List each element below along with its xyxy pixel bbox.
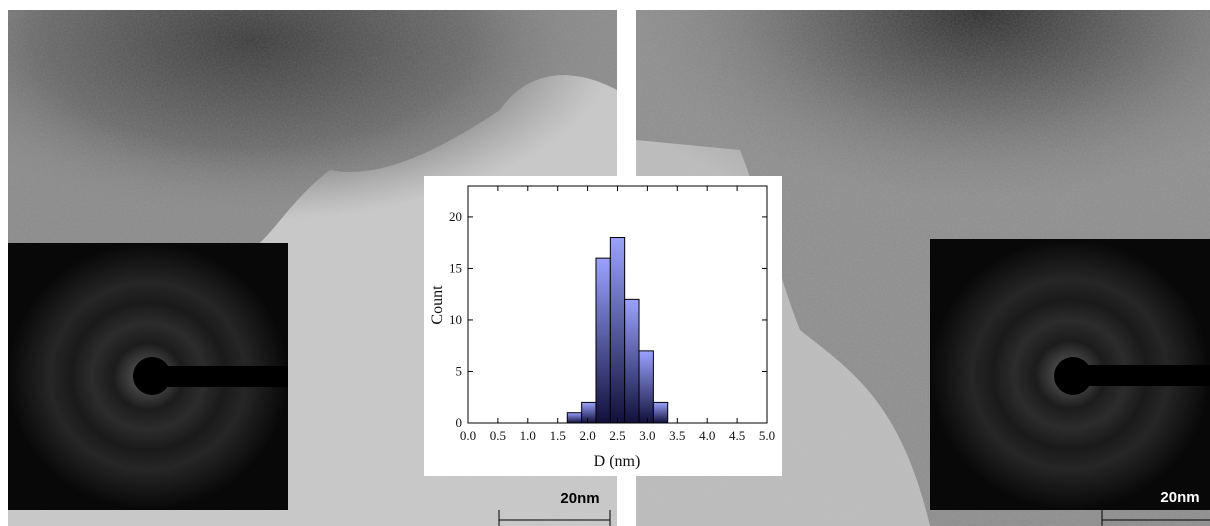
scale-bar [498, 510, 1210, 526]
x-tick-label: 2.5 [609, 428, 625, 443]
x-tick-label: 5.0 [759, 428, 775, 443]
y-tick-label: 5 [456, 363, 463, 378]
scale-label: 20nm [560, 490, 599, 507]
x-tick-label: 0.5 [490, 428, 506, 443]
x-tick-label: 4.5 [729, 428, 745, 443]
bar [581, 401, 597, 424]
x-tick-label: 1.0 [520, 428, 536, 443]
x-tick-label: 3.5 [669, 428, 685, 443]
y-tick-label: 20 [449, 209, 462, 224]
saed-right [930, 239, 1210, 510]
bar [638, 350, 654, 424]
x-tick-label: 2.0 [579, 428, 595, 443]
bar [595, 257, 611, 424]
y-tick-label: 15 [449, 260, 462, 275]
bar [609, 237, 626, 424]
bar [652, 401, 669, 424]
bar [566, 412, 583, 424]
bar [624, 298, 640, 424]
saed-left [8, 243, 288, 510]
scale-label: 20nm [1160, 489, 1199, 506]
x-tick-label: 4.0 [699, 428, 715, 443]
y-tick-label: 10 [449, 312, 462, 327]
x-tick-label: 3.0 [639, 428, 655, 443]
x-tick-label: 0.0 [460, 428, 476, 443]
y-tick-label: 0 [456, 415, 463, 430]
y-axis-label: Count [429, 285, 446, 325]
x-axis-label: D (nm) [594, 453, 641, 470]
x-tick-label: 1.5 [550, 428, 566, 443]
